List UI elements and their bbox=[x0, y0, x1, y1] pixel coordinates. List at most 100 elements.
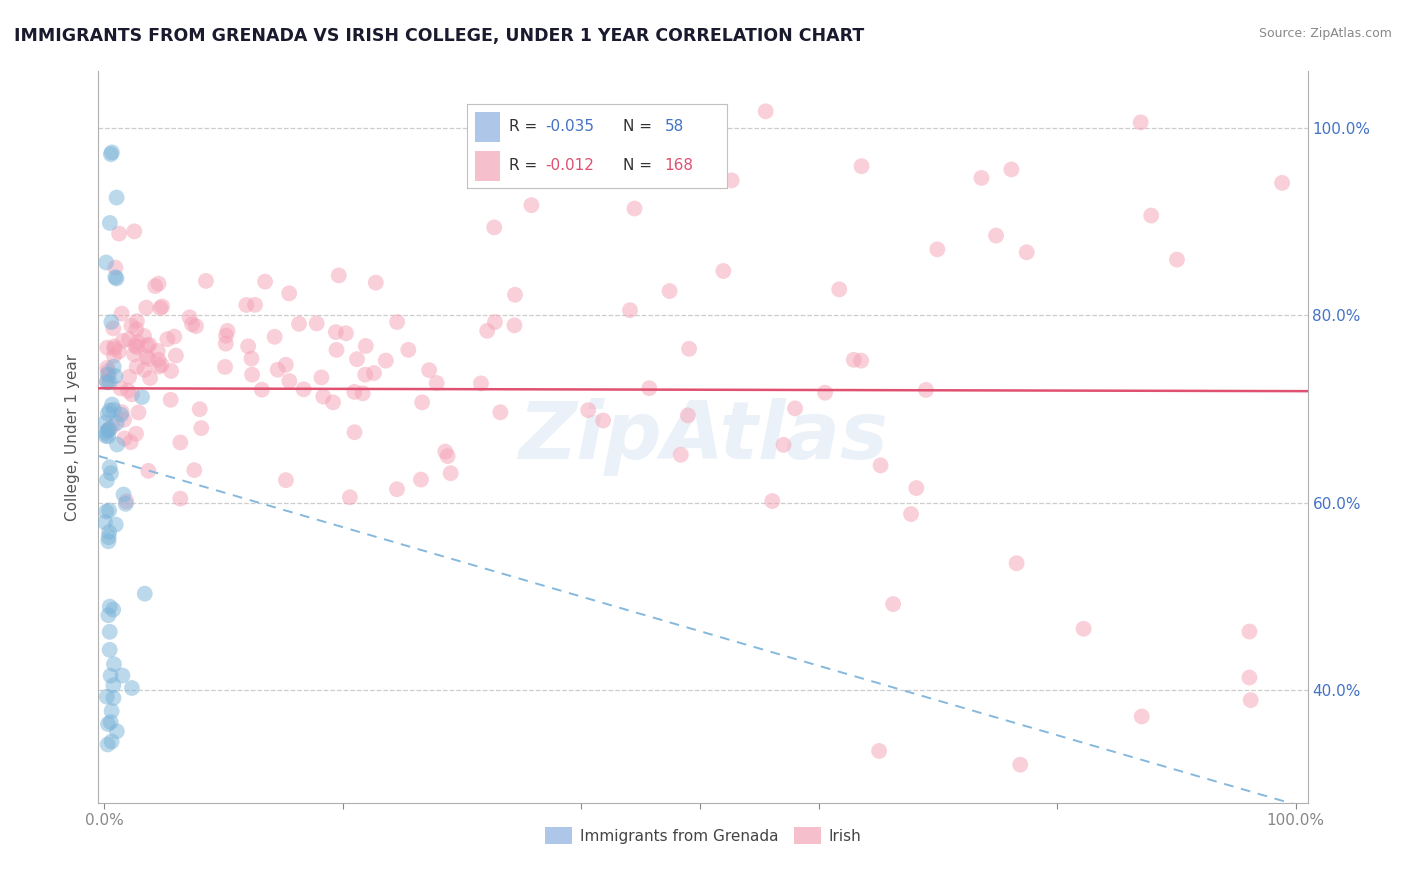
Point bbox=[181, 318, 204, 332]
Point bbox=[138, 464, 160, 478]
Point bbox=[250, 383, 273, 397]
Point bbox=[849, 353, 872, 368]
Point bbox=[623, 202, 645, 216]
Point bbox=[105, 724, 128, 739]
Point bbox=[98, 376, 121, 390]
Point bbox=[98, 624, 121, 639]
Point bbox=[97, 364, 120, 378]
Point bbox=[169, 491, 191, 506]
Point bbox=[111, 668, 134, 682]
Point bbox=[576, 403, 599, 417]
Point bbox=[489, 405, 512, 419]
Point bbox=[711, 264, 734, 278]
Point bbox=[592, 413, 614, 427]
Point bbox=[121, 681, 143, 695]
Point bbox=[97, 717, 120, 731]
Point bbox=[927, 243, 949, 257]
Point bbox=[104, 369, 127, 384]
Point bbox=[169, 435, 191, 450]
Point bbox=[118, 332, 141, 346]
Point bbox=[385, 315, 408, 329]
Point bbox=[325, 325, 347, 339]
Point bbox=[125, 426, 148, 441]
Point bbox=[101, 145, 124, 160]
Point bbox=[96, 474, 118, 488]
Point bbox=[124, 338, 146, 352]
Point bbox=[97, 429, 120, 443]
Point bbox=[136, 338, 159, 352]
Point bbox=[868, 744, 890, 758]
Point bbox=[96, 255, 118, 269]
Point bbox=[105, 437, 128, 451]
Point bbox=[96, 374, 118, 388]
Point bbox=[100, 668, 122, 682]
Point bbox=[761, 494, 783, 508]
Point bbox=[439, 467, 461, 481]
Point bbox=[97, 738, 120, 752]
Point bbox=[905, 481, 928, 495]
Point bbox=[970, 170, 993, 185]
Point bbox=[374, 353, 396, 368]
Point bbox=[160, 364, 183, 378]
Point bbox=[188, 402, 211, 417]
Point bbox=[105, 191, 128, 205]
Point bbox=[108, 227, 131, 241]
Point bbox=[125, 340, 148, 354]
Point bbox=[112, 412, 135, 426]
Point bbox=[127, 334, 149, 349]
Point bbox=[1130, 709, 1153, 723]
Point bbox=[100, 715, 122, 730]
Y-axis label: College, Under 1 year: College, Under 1 year bbox=[65, 353, 80, 521]
Point bbox=[98, 216, 121, 230]
Point bbox=[343, 425, 366, 440]
Point bbox=[148, 359, 170, 374]
Point bbox=[274, 473, 297, 487]
Point bbox=[1239, 671, 1261, 685]
Point bbox=[352, 386, 374, 401]
Point bbox=[396, 343, 419, 357]
Point bbox=[150, 300, 173, 314]
Point bbox=[96, 341, 118, 355]
Point bbox=[658, 284, 681, 298]
Point bbox=[194, 274, 217, 288]
Point bbox=[96, 504, 118, 518]
Point bbox=[97, 534, 120, 549]
Point bbox=[312, 390, 335, 404]
Point bbox=[112, 487, 135, 501]
Point bbox=[132, 329, 155, 343]
Point bbox=[98, 524, 121, 539]
Point bbox=[110, 408, 132, 422]
Point bbox=[94, 425, 117, 440]
Point bbox=[489, 108, 512, 122]
Point bbox=[1015, 245, 1038, 260]
Point bbox=[101, 398, 124, 412]
Point bbox=[409, 473, 432, 487]
Point bbox=[159, 392, 181, 407]
Point bbox=[138, 351, 160, 366]
Point bbox=[103, 678, 125, 692]
Point bbox=[915, 383, 938, 397]
Point bbox=[274, 358, 297, 372]
Point bbox=[97, 608, 120, 623]
Point bbox=[125, 359, 148, 374]
Point bbox=[311, 370, 333, 384]
Text: Source: ZipAtlas.com: Source: ZipAtlas.com bbox=[1258, 27, 1392, 40]
Point bbox=[94, 429, 117, 443]
Point bbox=[190, 421, 212, 435]
Point bbox=[619, 303, 641, 318]
Point bbox=[1239, 624, 1261, 639]
Point bbox=[101, 419, 124, 434]
Point bbox=[851, 159, 873, 173]
Point bbox=[118, 369, 141, 384]
Point bbox=[94, 516, 117, 530]
Point bbox=[638, 381, 661, 395]
Point bbox=[98, 642, 121, 657]
Point bbox=[1010, 757, 1032, 772]
Point bbox=[343, 384, 366, 399]
Point bbox=[1166, 252, 1188, 267]
Point bbox=[128, 405, 150, 419]
Point bbox=[115, 494, 138, 508]
Point bbox=[134, 587, 156, 601]
Point bbox=[100, 147, 122, 161]
Point bbox=[236, 339, 259, 353]
